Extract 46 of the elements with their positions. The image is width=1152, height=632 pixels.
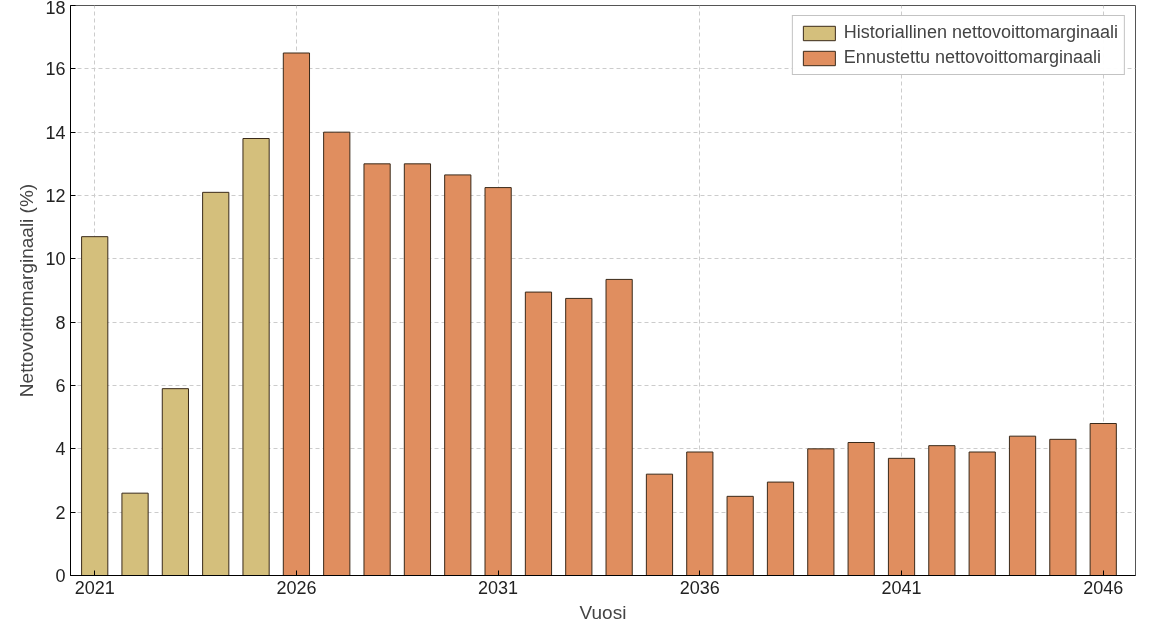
y-tick-label: 14	[45, 122, 66, 143]
bar	[1008, 435, 1037, 576]
y-tick-label: 8	[55, 312, 66, 333]
bar	[1089, 423, 1117, 576]
bar	[524, 291, 553, 576]
y-tick-label: 12	[45, 186, 66, 206]
bar	[726, 495, 754, 576]
bar	[161, 388, 189, 576]
bar	[766, 481, 795, 576]
y-tick-label: 16	[45, 59, 66, 80]
y-axis-title: Nettovoittomarginaali (%)	[16, 183, 38, 398]
bar	[363, 163, 391, 576]
x-axis-title: Vuosi	[579, 601, 627, 623]
bar	[444, 174, 472, 576]
bar	[323, 131, 351, 576]
y-tick-label: 4	[55, 439, 66, 460]
y-tick-label: 0	[55, 566, 66, 586]
y-tick-label: 6	[55, 376, 66, 396]
x-tick-label: 2036	[679, 577, 720, 598]
bar	[1049, 438, 1077, 576]
bar	[121, 492, 149, 576]
x-tick-label: 2026	[276, 577, 317, 598]
bar	[847, 442, 875, 576]
bar	[928, 445, 956, 576]
x-tick-label: 2046	[1083, 577, 1124, 598]
y-tick-label: 10	[45, 249, 66, 270]
legend-label: Historiallinen nettovoittomarginaali	[843, 22, 1118, 43]
bar	[807, 448, 835, 576]
bar	[282, 52, 311, 576]
y-tick-label: 2	[55, 502, 66, 523]
bar	[686, 451, 714, 576]
x-tick-label: 2041	[881, 577, 922, 598]
bar	[605, 278, 633, 576]
bar	[645, 473, 674, 576]
bar	[81, 236, 109, 576]
bar	[565, 297, 593, 576]
bar	[484, 187, 512, 576]
x-tick-label: 2021	[74, 577, 115, 598]
bar	[202, 191, 230, 576]
legend-label: Ennustettu nettovoittomarginaali	[843, 47, 1102, 68]
bar	[887, 457, 916, 576]
bar	[968, 451, 996, 576]
x-tick-label: 2031	[478, 577, 519, 598]
bar	[403, 163, 432, 576]
y-tick-label: 18	[45, 0, 66, 18]
bar	[242, 138, 270, 576]
